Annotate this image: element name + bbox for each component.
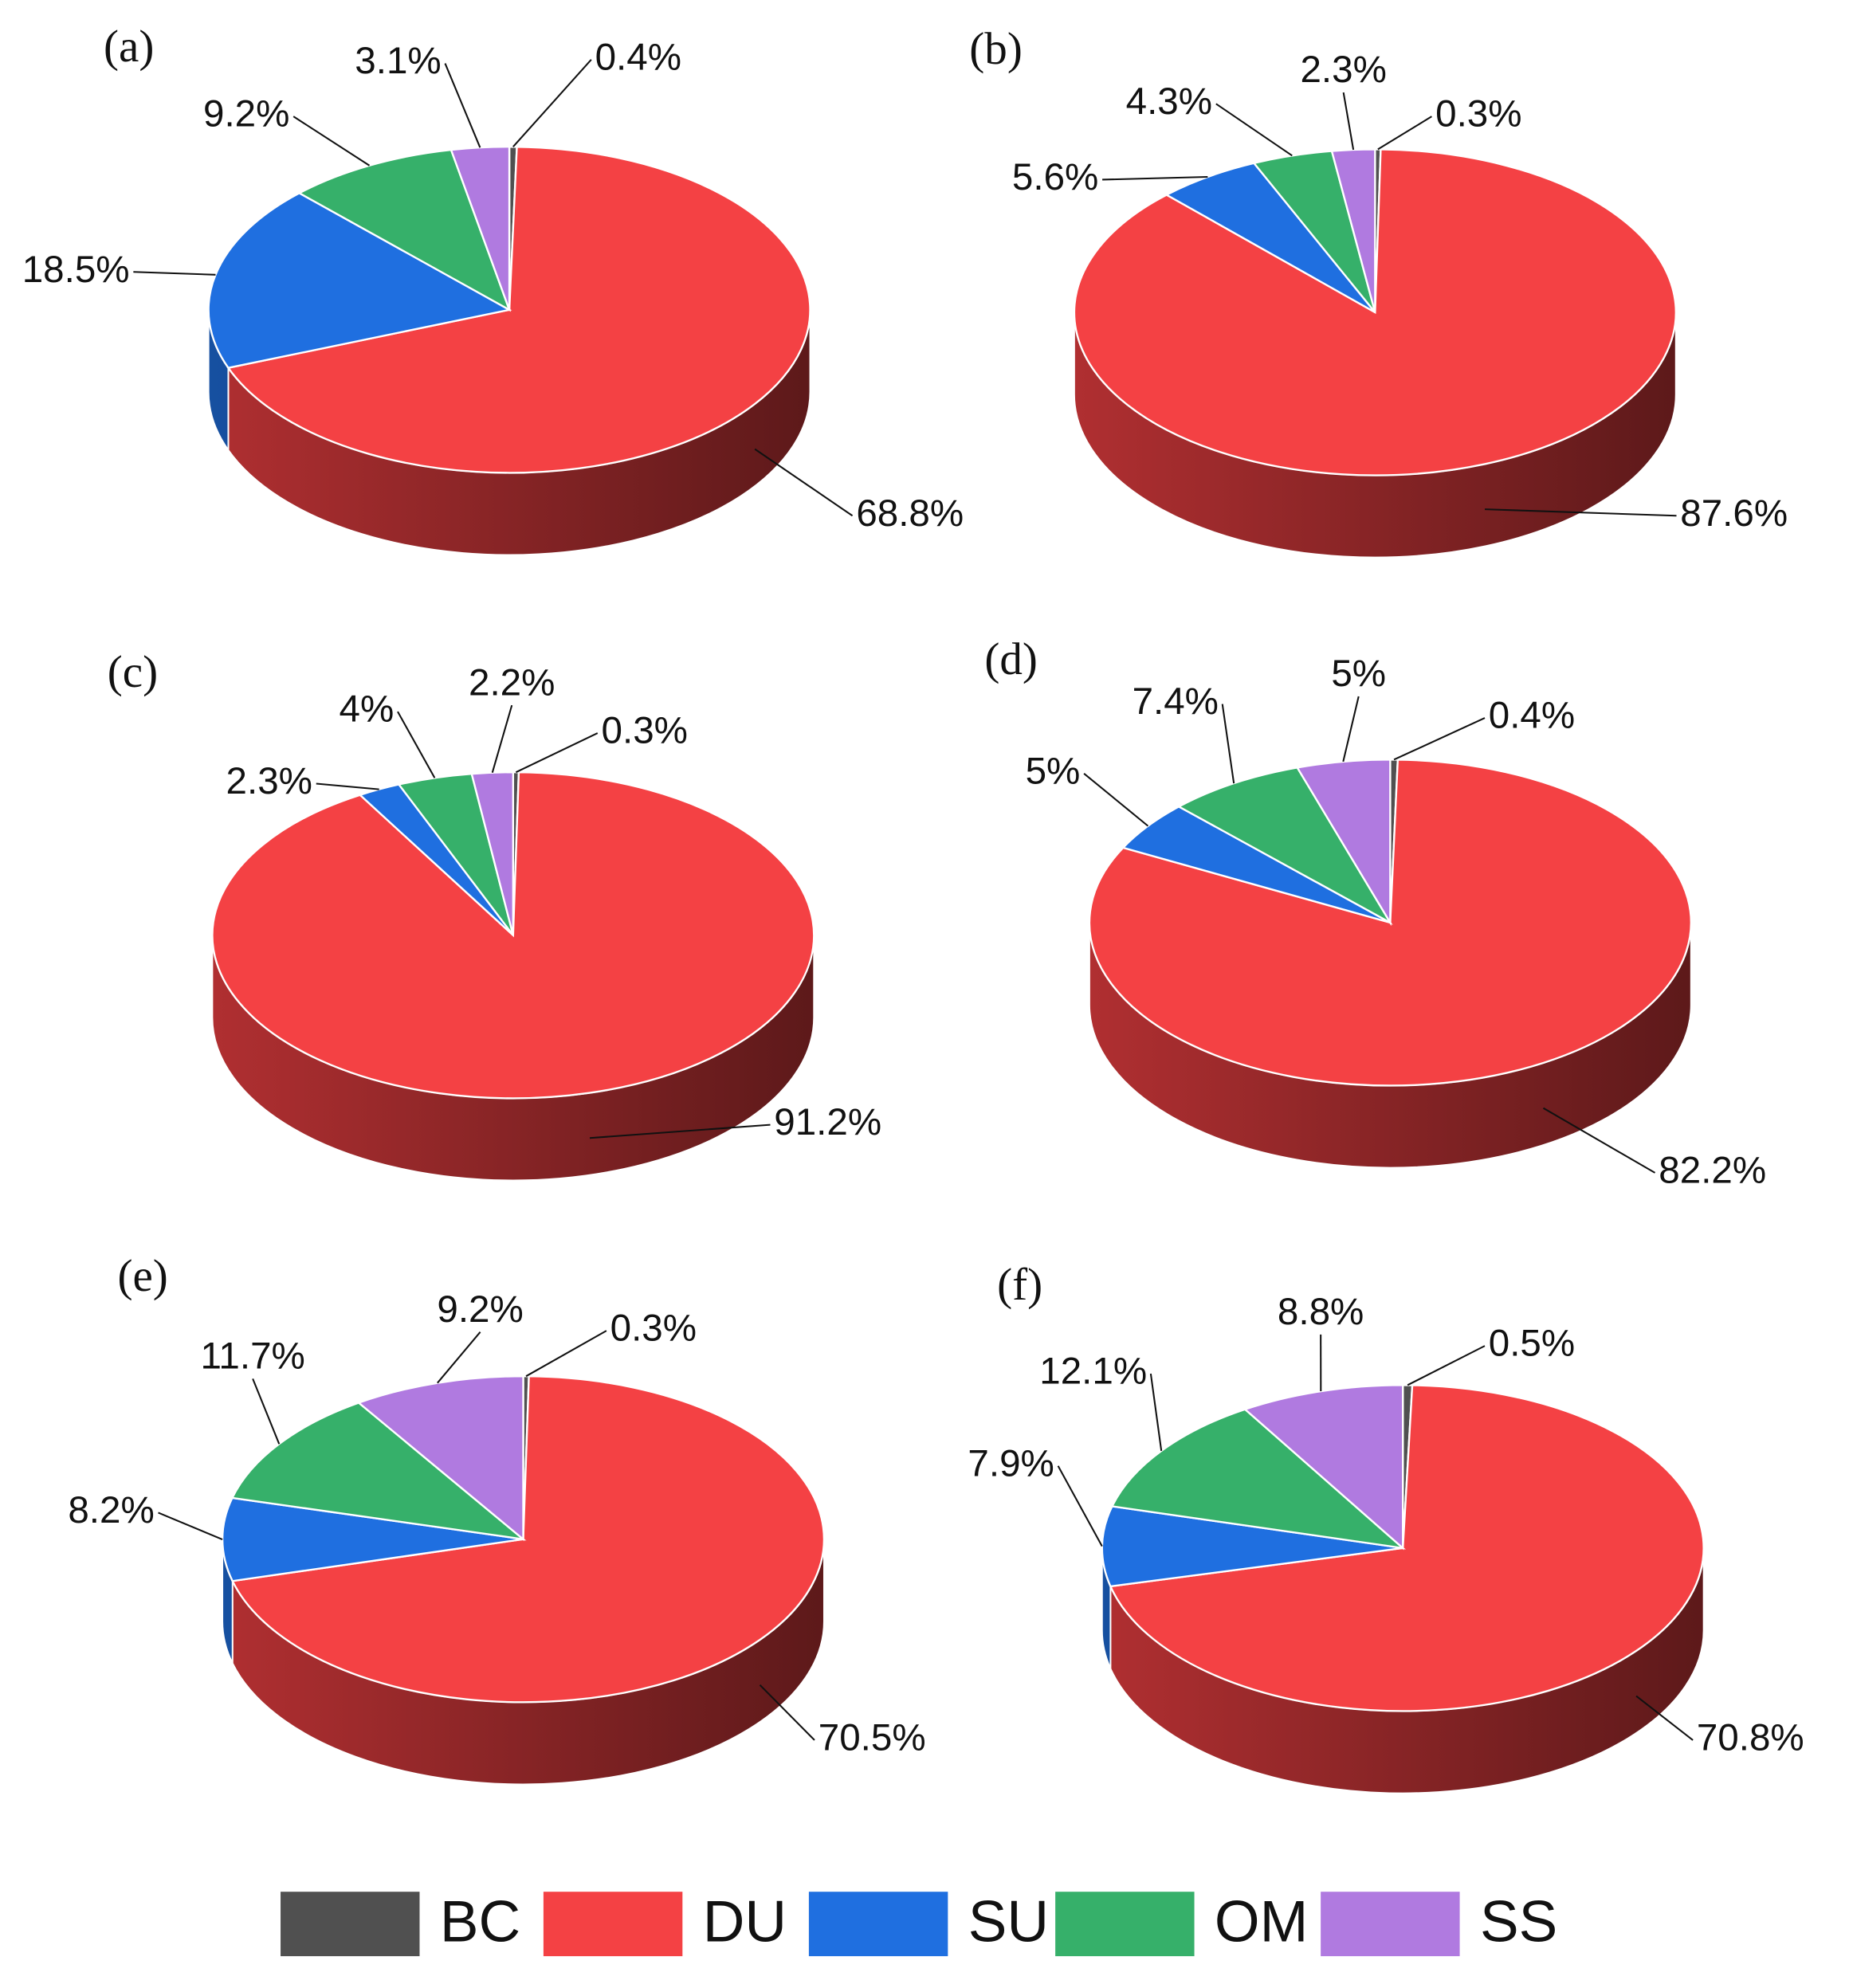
pie-chart: (d) 0.4% 82.2% 5% 7.4% 5% (984, 634, 1766, 1192)
leader-line (589, 1123, 771, 1139)
data-label: 0.4% (1489, 695, 1575, 737)
data-label: 4% (340, 688, 395, 731)
leader-line (1149, 1373, 1163, 1452)
pie-chart: (b) 0.3% 87.6% 5.6% 4.3% 2.3% (969, 24, 1788, 559)
leader-line (1083, 772, 1149, 827)
leader-line (397, 711, 436, 778)
slice (230, 1402, 527, 1541)
chart-title: (c) (108, 647, 158, 697)
data-label: 2.2% (469, 661, 555, 704)
leader-line (1484, 508, 1677, 517)
data-label: 91.2% (774, 1101, 881, 1143)
data-label: 70.8% (1697, 1716, 1804, 1759)
data-label: 18.5% (22, 249, 130, 291)
slice (207, 191, 512, 370)
data-label: 12.1% (1039, 1351, 1147, 1393)
pie-chart: (f) 0.5% 70.8% 7.9% 12.1% 8.8% (968, 1260, 1804, 1794)
data-label: 82.2% (1659, 1149, 1766, 1191)
data-label: 7.4% (1133, 680, 1219, 723)
data-label: 11.7% (200, 1335, 304, 1378)
leader-line (1221, 704, 1235, 784)
leader-line (133, 271, 216, 276)
data-label: 7.9% (968, 1442, 1054, 1484)
slice (1295, 759, 1392, 927)
data-label: 0.3% (1435, 93, 1521, 135)
data-label: 87.6% (1680, 492, 1788, 535)
data-label: 2.3% (1300, 49, 1386, 91)
leader-line (1542, 1107, 1656, 1174)
slice (221, 1496, 524, 1582)
legend-label: SU (968, 1889, 1049, 1954)
legend-label: SS (1480, 1889, 1557, 1954)
leader-line (437, 1331, 481, 1384)
data-label: 2.3% (226, 760, 312, 802)
data-label: 4.3% (1126, 80, 1212, 123)
slice (230, 1375, 826, 1704)
slice (356, 1375, 524, 1542)
legend-swatch (1055, 1892, 1195, 1957)
legend-swatch (281, 1892, 420, 1957)
leader-line (1342, 92, 1355, 151)
data-label: 70.5% (819, 1716, 926, 1759)
legend-label: OM (1215, 1889, 1309, 1954)
legend-swatch (543, 1892, 683, 1957)
chart-title: (d) (984, 634, 1038, 684)
leader-line (1377, 116, 1432, 151)
data-label: 8.8% (1278, 1291, 1364, 1333)
leader-line (444, 63, 481, 148)
slice (1242, 1384, 1404, 1551)
data-label: 3.1% (355, 40, 441, 82)
leader-line (292, 116, 371, 167)
slice (1164, 162, 1376, 314)
leader-line (759, 1684, 815, 1741)
leader-line (491, 704, 513, 773)
leader-line (252, 1378, 281, 1445)
legend-label: BC (440, 1889, 520, 1954)
data-label: 0.3% (610, 1308, 697, 1350)
chart-title: (e) (117, 1251, 167, 1301)
leader-line (1057, 1465, 1103, 1547)
data-label: 5.6% (1012, 156, 1098, 198)
legend-swatch (1321, 1892, 1460, 1957)
leader-line (1102, 175, 1208, 181)
data-label: 9.2% (437, 1288, 523, 1331)
data-label: 0.3% (602, 710, 688, 752)
leader-line (1393, 717, 1486, 761)
slice (449, 146, 511, 311)
leader-line (525, 1330, 607, 1378)
data-label: 9.2% (203, 93, 289, 135)
leader-line (1635, 1695, 1694, 1741)
legend-swatch (808, 1892, 948, 1957)
pie-chart: (c) 0.3% 91.2% 2.3% 4% 2.2% (108, 647, 881, 1182)
pie-chart: (e) 0.3% 70.5% 8.2% 11.7% 9.2% (68, 1251, 926, 1786)
data-label: 0.5% (1489, 1323, 1575, 1365)
leader-line (1342, 696, 1360, 763)
chart-title: (f) (997, 1260, 1042, 1310)
leader-line (1215, 103, 1293, 157)
data-label: 0.4% (595, 36, 681, 78)
slice (1176, 767, 1393, 926)
data-label: 8.2% (68, 1489, 154, 1531)
leader-line (512, 59, 592, 147)
slice (1109, 1384, 1705, 1712)
data-label: 5% (1331, 653, 1386, 695)
slice (226, 146, 811, 474)
data-label: 5% (1026, 750, 1081, 792)
leader-line (316, 782, 379, 790)
chart-title: (b) (969, 24, 1023, 74)
leader-line (754, 448, 854, 517)
legend-label: DU (703, 1889, 787, 1954)
leader-line (515, 732, 599, 774)
chart-title: (a) (104, 22, 154, 72)
leader-line (1407, 1345, 1486, 1386)
slice (1330, 148, 1376, 313)
data-label: 68.8% (856, 492, 964, 535)
pie-chart: (a) 0.4% 68.8% 18.5% 9.2% 3.1% (22, 22, 964, 556)
leader-line (158, 1512, 223, 1541)
